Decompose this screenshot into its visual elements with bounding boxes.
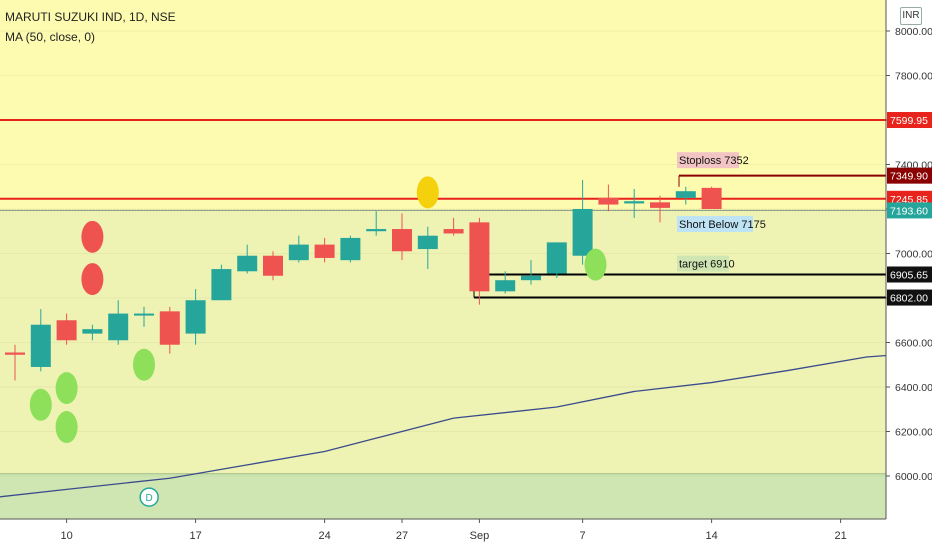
lower-zone	[0, 473, 886, 519]
candle-body	[650, 202, 670, 208]
candle-body	[546, 242, 567, 274]
signal-marker-green	[584, 248, 607, 281]
price-tag-stoploss	[887, 167, 932, 184]
candle-body	[340, 237, 361, 261]
candle-body	[443, 229, 464, 234]
candle-body	[366, 229, 387, 232]
annotation-text: target 6910	[679, 259, 735, 271]
candle-body	[521, 275, 541, 281]
signal-marker-red	[81, 220, 104, 253]
candle-body	[624, 201, 645, 204]
time-tick-label: 14	[705, 530, 717, 542]
price-tag-label: 7349.90	[890, 171, 928, 183]
price-tag-label: 6802.00	[890, 293, 928, 305]
signal-marker-green	[133, 348, 155, 381]
indicator-legend[interactable]: MA (50, close, 0)	[5, 30, 96, 44]
candle-body	[237, 255, 258, 272]
signal-marker-green	[29, 388, 52, 421]
demand-zone	[0, 210, 886, 474]
candle-body	[56, 320, 77, 341]
price-tick-label: 8000.00	[895, 26, 932, 38]
annotation-text: Stoploss 7352	[679, 155, 749, 167]
candle-body	[30, 324, 51, 367]
price-tick-label: 6000.00	[895, 471, 932, 483]
candle-body	[108, 313, 129, 341]
time-tick-label: 7	[580, 530, 586, 542]
price-tag-last-price	[887, 202, 932, 219]
signal-marker-yellow	[416, 176, 439, 209]
candle-body	[185, 300, 206, 334]
price-tag-resistance-1	[887, 112, 932, 129]
candle-body	[392, 229, 412, 252]
price-tick-label: 7000.00	[895, 249, 932, 261]
time-tick-label: 21	[834, 530, 846, 542]
price-tick-label: 6400.00	[895, 382, 932, 394]
ma-line-layer	[0, 352, 919, 498]
annotation-text: Short Below 7175	[679, 219, 766, 231]
ma50-line	[0, 352, 919, 498]
price-tag-label: 6905.65	[890, 269, 928, 281]
candle-body	[572, 209, 593, 256]
symbol-title: MARUTI SUZUKI IND, 1D, NSE	[5, 10, 176, 24]
level-lines-layer	[0, 119, 886, 299]
price-tick-label: 6600.00	[895, 338, 932, 350]
candles-layer	[5, 180, 722, 381]
currency-button[interactable]: INR	[900, 7, 922, 25]
annotations-layer: Stoploss 7352 Short Below 7175 target 6910	[677, 152, 766, 272]
candle-body	[469, 222, 490, 292]
price-axis[interactable]: 8000.007800.007600.007400.007200.007000.…	[885, 0, 932, 550]
candle-body	[598, 197, 619, 205]
price-tick-label: 7800.00	[895, 71, 932, 83]
time-tick-label: Sep	[470, 530, 490, 542]
candle-body	[134, 313, 154, 316]
markers-layer: D	[29, 176, 607, 507]
candle-body	[417, 235, 438, 250]
chart-background	[0, 0, 886, 519]
price-tag-label: 7599.95	[890, 115, 928, 127]
price-tag-label: 7193.60	[890, 205, 928, 217]
price-tick-label: 6200.00	[895, 427, 932, 439]
candle-body	[82, 329, 103, 334]
candle-body	[159, 311, 180, 345]
candle-body	[211, 269, 232, 301]
time-axis-background	[0, 519, 932, 550]
candle-body	[675, 191, 696, 198]
time-tick-label: 17	[189, 530, 201, 542]
dividend-badge-label: D	[146, 493, 153, 504]
price-tag-support	[887, 289, 932, 306]
candle-body	[263, 255, 283, 276]
signal-marker-green	[55, 411, 78, 444]
time-axis[interactable]: 10 17 24 27 Sep 7 14 21	[0, 518, 932, 550]
time-tick-label: 27	[396, 530, 408, 542]
annotation-box	[677, 255, 729, 272]
time-tick-label: 24	[318, 530, 330, 542]
candle-body	[701, 187, 722, 209]
candle-body	[5, 352, 25, 355]
price-tag-target	[887, 266, 932, 283]
time-tick-label: 10	[60, 530, 72, 542]
signal-marker-green	[55, 372, 78, 405]
candle-body	[495, 280, 516, 292]
candle-body	[288, 244, 309, 261]
dividend-badge	[139, 487, 159, 507]
signal-marker-red	[81, 263, 104, 296]
candle-body	[314, 244, 335, 258]
annotation-box	[677, 152, 739, 169]
annotation-box	[677, 216, 753, 233]
